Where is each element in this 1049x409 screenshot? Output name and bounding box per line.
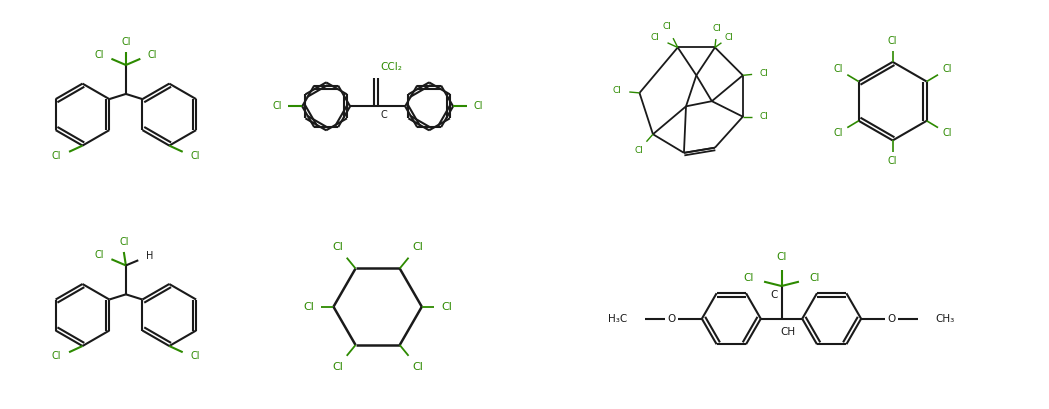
- Text: Cl: Cl: [94, 49, 104, 60]
- Text: Cl: Cl: [613, 86, 621, 95]
- Text: Cl: Cl: [943, 64, 952, 74]
- Text: Cl: Cl: [94, 250, 104, 260]
- Text: H₃C: H₃C: [608, 314, 627, 324]
- Text: Cl: Cl: [712, 25, 722, 34]
- Text: Cl: Cl: [887, 156, 897, 166]
- Text: Cl: Cl: [273, 101, 282, 111]
- Text: Cl: Cl: [121, 37, 131, 47]
- Text: Cl: Cl: [833, 128, 842, 138]
- Text: C: C: [770, 290, 777, 300]
- Text: Cl: Cl: [412, 242, 423, 252]
- Text: Cl: Cl: [744, 273, 754, 283]
- Text: CCl₂: CCl₂: [380, 62, 402, 72]
- Text: Cl: Cl: [303, 302, 315, 312]
- Text: Cl: Cl: [725, 33, 734, 42]
- Text: CH: CH: [780, 327, 795, 337]
- Text: Cl: Cl: [663, 22, 671, 31]
- Text: Cl: Cl: [51, 351, 62, 361]
- Text: O: O: [667, 314, 676, 324]
- Text: Cl: Cl: [190, 151, 200, 161]
- Text: Cl: Cl: [759, 69, 768, 78]
- Text: CH₃: CH₃: [936, 314, 955, 324]
- Text: Cl: Cl: [634, 146, 643, 155]
- Text: Cl: Cl: [776, 252, 787, 262]
- Text: Cl: Cl: [441, 302, 452, 312]
- Text: O: O: [887, 314, 896, 324]
- Text: C: C: [381, 110, 387, 120]
- Text: Cl: Cl: [51, 151, 62, 161]
- Text: Cl: Cl: [943, 128, 952, 138]
- Text: Cl: Cl: [412, 362, 423, 372]
- Text: Cl: Cl: [333, 362, 343, 372]
- Text: Cl: Cl: [473, 101, 483, 111]
- Text: Cl: Cl: [759, 112, 768, 121]
- Text: Cl: Cl: [120, 237, 129, 247]
- Text: Cl: Cl: [833, 64, 842, 74]
- Text: Cl: Cl: [887, 36, 897, 46]
- Text: Cl: Cl: [333, 242, 343, 252]
- Text: H: H: [146, 251, 153, 261]
- Text: Cl: Cl: [190, 351, 200, 361]
- Text: Cl: Cl: [809, 273, 819, 283]
- Text: Cl: Cl: [650, 33, 660, 42]
- Text: Cl: Cl: [148, 49, 157, 60]
